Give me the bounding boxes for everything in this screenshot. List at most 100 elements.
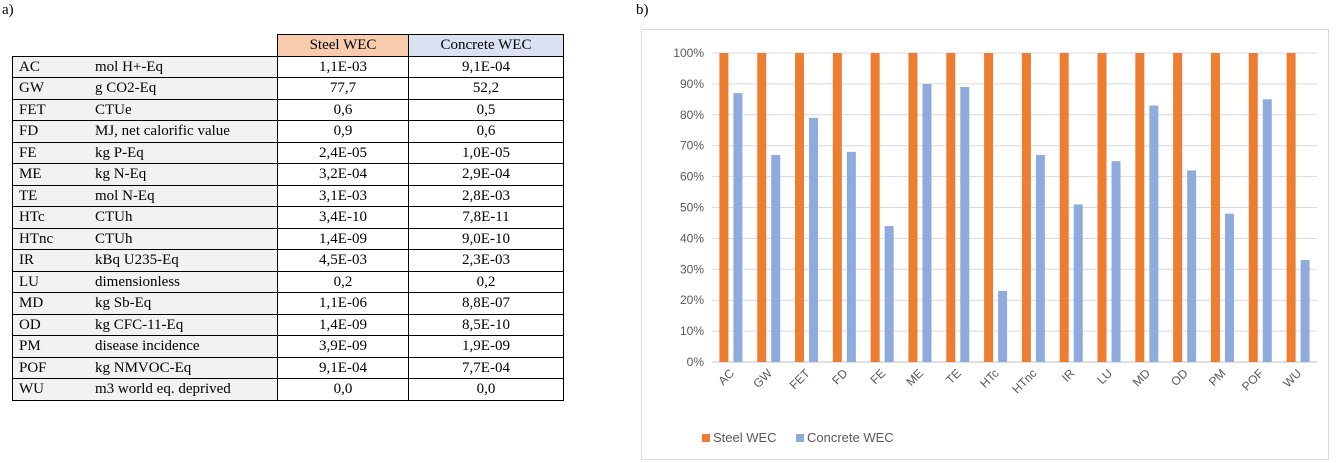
x-tick-label: GW [750,366,775,391]
table-row: IR kBq U235-Eq 4,5E-03 2,3E-03 [12,249,564,272]
bar-steel-wec [1021,53,1031,362]
table-row: ME kg N-Eq 3,2E-04 2,9E-04 [12,163,564,186]
x-tick-label: ME [903,366,926,389]
bar-steel-wec [1210,53,1220,362]
impact-unit: MJ, net calorific value [89,120,278,143]
steel-value: 3,2E-04 [277,163,409,186]
x-tick-label: HTnc [1009,366,1039,396]
impact-unit: kBq U235-Eq [89,249,278,272]
impact-unit: m3 world eq. deprived [89,378,278,401]
bar-steel-wec [757,53,767,362]
legend-swatch-steel [702,434,710,442]
y-tick-label: 90% [680,77,704,91]
table-header-row: Steel WEC Concrete WEC [13,34,564,57]
impact-unit: g CO2-Eq [89,77,278,100]
bar-concrete-wec [1111,161,1121,362]
bar-steel-wec [984,53,994,362]
bar-concrete-wec [1224,213,1234,362]
header-blank [13,35,278,57]
bar-concrete-wec [846,151,856,362]
x-tick-label: AC [715,366,737,388]
bar-steel-wec [946,53,956,362]
steel-value: 0,6 [277,98,409,121]
steel-value: 3,4E-10 [277,206,409,229]
impact-category-abbr: FET [12,98,89,121]
steel-value: 3,1E-03 [277,184,409,207]
concrete-value: 0,2 [408,270,564,293]
y-tick-label: 30% [680,262,704,276]
steel-value: 1,1E-03 [277,55,409,78]
concrete-value: 9,1E-04 [408,55,564,78]
impact-category-abbr: IR [12,249,89,272]
legend-swatch-concrete [796,434,804,442]
bar-concrete-wec [733,93,743,363]
table-row: FD MJ, net calorific value 0,9 0,6 [12,120,564,143]
bar-steel-wec [1097,53,1107,362]
y-tick-label: 10% [680,324,704,338]
concrete-value: 2,3E-03 [408,249,564,272]
impact-category-abbr: AC [12,55,89,78]
impact-unit: kg CFC-11-Eq [89,313,278,336]
y-tick-label: 80% [680,108,704,122]
impact-unit: CTUh [89,227,278,250]
legend-label-steel: Steel WEC [713,430,777,445]
table-row: OD kg CFC-11-Eq 1,4E-09 8,5E-10 [12,313,564,336]
steel-value: 1,1E-06 [277,292,409,315]
table-row: HTc CTUh 3,4E-10 7,8E-11 [12,206,564,229]
impact-category-abbr: OD [12,313,89,336]
chart-svg: 0% 10% 20% 30% 40% 50% 60% 70% 80% 90% 100% AC GW FE… [673,46,1317,445]
x-tick-label: LU [1094,366,1115,387]
table-row: LU dimensionless 0,2 0,2 [12,270,564,293]
concrete-value: 9,0E-10 [408,227,564,250]
x-tick-label: MD [1130,366,1153,389]
x-tick-label: FD [829,366,850,387]
y-tick-label: 50% [680,201,704,215]
impact-unit: kg Sb-Eq [89,292,278,315]
steel-value: 1,4E-09 [277,313,409,336]
x-tick-label: FE [868,366,889,387]
y-tick-label: 20% [680,293,704,307]
bar-concrete-wec [1300,260,1310,362]
table-row: MD kg Sb-Eq 1,1E-06 8,8E-07 [12,292,564,315]
concrete-value: 0,6 [408,120,564,143]
bar-steel-wec [1059,53,1069,362]
impact-category-abbr: WU [12,378,89,401]
y-tick-label: 40% [680,231,704,245]
bar-steel-wec [1248,53,1258,362]
impact-unit: kg N-Eq [89,163,278,186]
bar-concrete-wec [1073,204,1083,362]
impact-unit: kg P-Eq [89,141,278,164]
x-tick-label: HTc [977,366,1002,391]
table-row: FET CTUe 0,6 0,5 [12,98,564,121]
impact-category-abbr: POF [12,356,89,379]
impact-category-abbr: FD [12,120,89,143]
steel-value: 0,0 [277,378,409,401]
impact-table: Steel WEC Concrete WEC AC mol H+-Eq 1,1E-0… [12,34,564,401]
x-tick-label: POF [1239,366,1266,393]
concrete-value: 7,8E-11 [408,206,564,229]
steel-value: 3,9E-09 [277,335,409,358]
steel-value: 0,2 [277,270,409,293]
bar-steel-wec [908,53,918,362]
bar-steel-wec [795,53,805,362]
bar-steel-wec [1135,53,1145,362]
impact-unit: mol N-Eq [89,184,278,207]
panel-a-label: a) [2,2,14,18]
concrete-value: 1,9E-09 [408,335,564,358]
legend-label-concrete: Concrete WEC [807,430,894,445]
x-tick-label: WU [1280,366,1304,390]
concrete-value: 0,5 [408,98,564,121]
bar-concrete-wec [922,83,932,363]
concrete-value: 8,8E-07 [408,292,564,315]
header-steel-wec: Steel WEC [277,34,409,57]
impact-unit: disease incidence [89,335,278,358]
table-row: PM disease incidence 3,9E-09 1,9E-09 [12,335,564,358]
concrete-value: 0,0 [408,378,564,401]
concrete-value: 8,5E-10 [408,313,564,336]
impact-category-abbr: HTnc [12,227,89,250]
concrete-value: 52,2 [408,77,564,100]
header-concrete-wec: Concrete WEC [408,34,564,57]
impact-category-abbr: GW [12,77,89,100]
x-tick-label: FET [787,366,813,392]
concrete-value: 2,8E-03 [408,184,564,207]
